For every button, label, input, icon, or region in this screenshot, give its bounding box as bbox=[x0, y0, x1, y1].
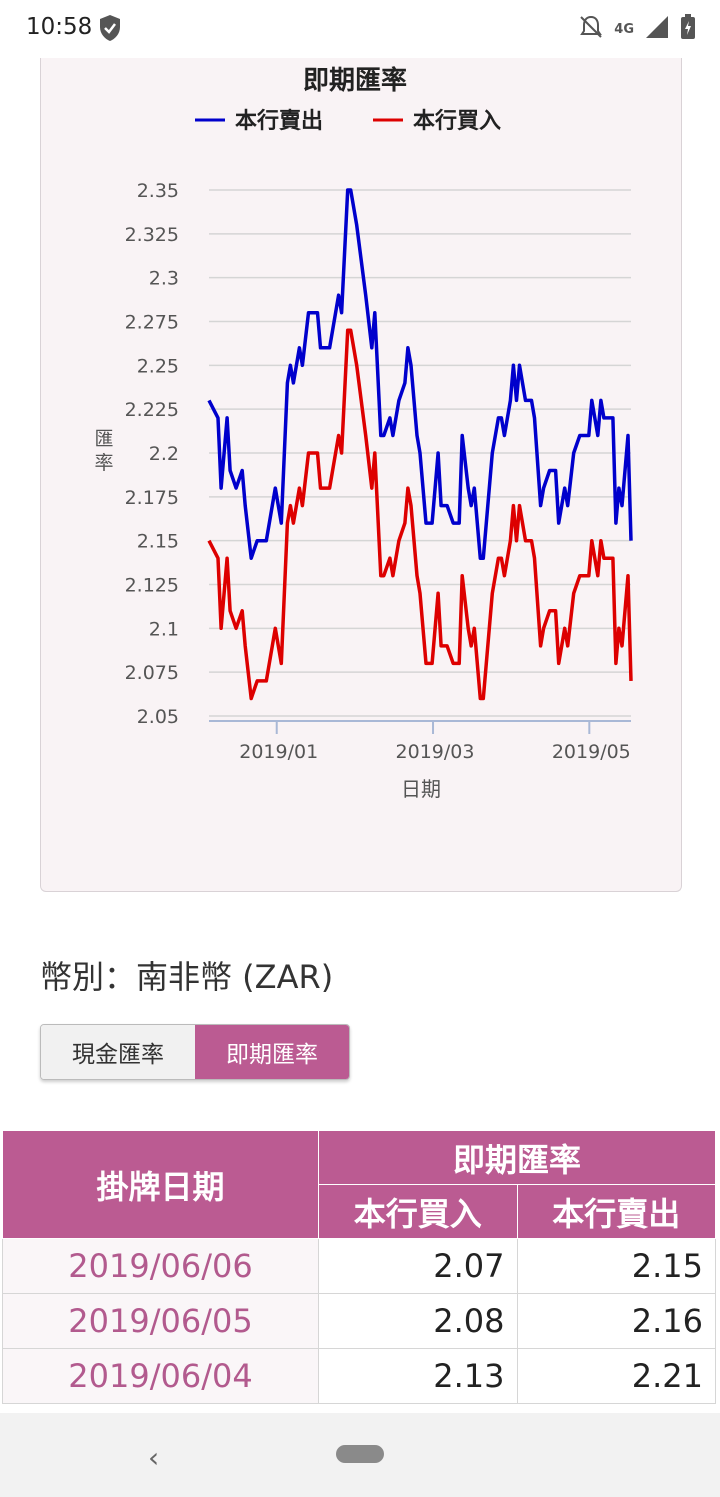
header-buy: 本行買入 bbox=[318, 1184, 518, 1239]
home-pill[interactable] bbox=[336, 1445, 384, 1463]
row-buy: 2.08 bbox=[318, 1293, 518, 1349]
cash-rate-tab[interactable]: 現金匯率 bbox=[41, 1025, 195, 1079]
row-sell: 2.15 bbox=[516, 1238, 716, 1294]
y-tick-label: 2.3 bbox=[149, 268, 179, 290]
row-date[interactable]: 2019/06/05 bbox=[2, 1293, 319, 1349]
battery-icon bbox=[680, 14, 696, 44]
y-tick-label: 2.35 bbox=[137, 180, 179, 202]
y-tick-label: 2.05 bbox=[137, 706, 179, 728]
row-buy: 2.13 bbox=[318, 1348, 518, 1404]
table-row: 2019/06/04 2.13 2.21 bbox=[2, 1348, 716, 1404]
row-sell: 2.21 bbox=[516, 1348, 716, 1404]
header-date: 掛牌日期 bbox=[2, 1130, 319, 1239]
y-tick-label: 2.125 bbox=[125, 575, 179, 597]
x-tick-label: 2019/03 bbox=[396, 741, 475, 763]
x-tick-label: 2019/01 bbox=[239, 741, 318, 763]
row-date[interactable]: 2019/06/06 bbox=[2, 1238, 319, 1294]
series-line-buy bbox=[207, 328, 633, 701]
shield-icon bbox=[98, 14, 122, 46]
y-tick-label: 2.1 bbox=[149, 618, 179, 640]
table-row: 2019/06/06 2.07 2.15 bbox=[2, 1238, 716, 1294]
navigation-bar: ‹ bbox=[0, 1413, 720, 1497]
back-icon[interactable]: ‹ bbox=[148, 1441, 160, 1474]
series-line-sell bbox=[207, 188, 633, 560]
header-sell: 本行賣出 bbox=[516, 1184, 716, 1239]
exchange-rate-chart: 即期匯率 本行賣出 本行買入 2.352.3252.32.2752.252.22… bbox=[94, 65, 633, 801]
status-bar: 10:58 4G bbox=[0, 0, 720, 58]
y-tick-label: 2.275 bbox=[125, 312, 179, 334]
row-date[interactable]: 2019/06/04 bbox=[2, 1348, 319, 1404]
chart-title: 即期匯率 bbox=[303, 65, 407, 96]
status-time: 10:58 bbox=[26, 14, 93, 40]
y-tick-label: 2.175 bbox=[125, 487, 179, 509]
signal-icon bbox=[644, 14, 670, 44]
legend-label-sell: 本行賣出 bbox=[235, 108, 323, 134]
x-tick-label: 2019/05 bbox=[552, 741, 631, 763]
y-tick-label: 2.2 bbox=[149, 443, 179, 465]
network-type-icon: 4G bbox=[614, 21, 634, 37]
row-buy: 2.07 bbox=[318, 1238, 518, 1294]
y-tick-label: 2.25 bbox=[137, 355, 179, 377]
spot-rate-tab[interactable]: 即期匯率 bbox=[195, 1025, 349, 1079]
y-tick-label: 2.225 bbox=[125, 399, 179, 421]
rate-type-toggle: 現金匯率 即期匯率 bbox=[40, 1024, 350, 1080]
y-axis-label: 匯率 bbox=[94, 428, 113, 474]
row-sell: 2.16 bbox=[516, 1293, 716, 1349]
header-spot-rate: 即期匯率 bbox=[318, 1130, 716, 1185]
legend-label-buy: 本行買入 bbox=[413, 108, 501, 134]
x-axis-label: 日期 bbox=[401, 777, 441, 801]
y-tick-label: 2.15 bbox=[137, 531, 179, 553]
currency-label: 幣別：南非幣 (ZAR) bbox=[40, 958, 334, 996]
rate-table: 掛牌日期 即期匯率 本行買入 本行賣出 2019/06/06 2.07 2.15… bbox=[2, 1130, 716, 1404]
y-tick-label: 2.325 bbox=[125, 224, 179, 246]
chart-card: 即期匯率 本行賣出 本行買入 2.35 2.325 2.3 2.275 2.25 2.22… bbox=[40, 58, 682, 892]
mute-bell-icon bbox=[578, 14, 604, 44]
table-row: 2019/06/05 2.08 2.16 bbox=[2, 1293, 716, 1349]
y-tick-label: 2.075 bbox=[125, 662, 179, 684]
